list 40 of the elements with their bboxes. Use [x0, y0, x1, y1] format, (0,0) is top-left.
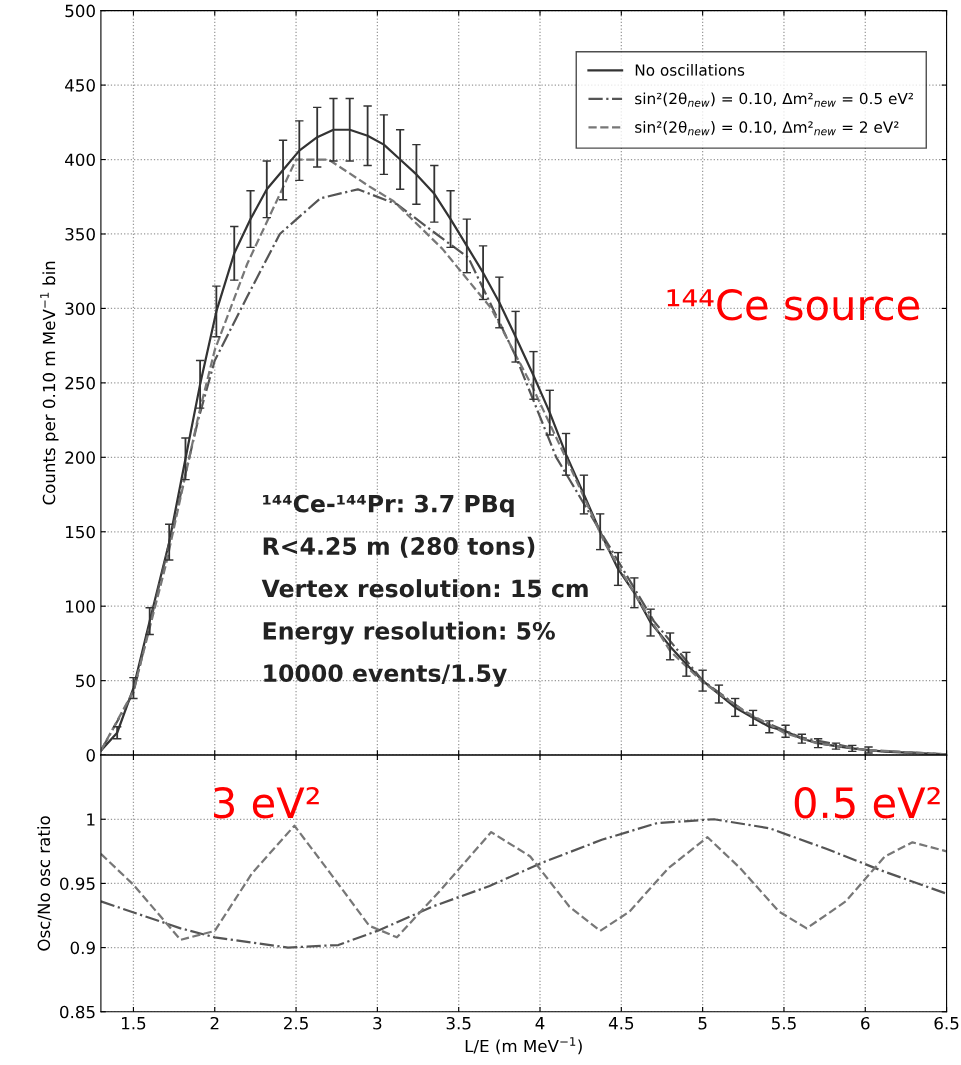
y-tick-label: 0.95	[60, 877, 95, 890]
y-tick-label: 350	[65, 227, 95, 241]
y-tick-label: 250	[65, 376, 95, 390]
x-tick-label: 5.5	[771, 1017, 796, 1030]
annotation: ¹⁴⁴Ce-¹⁴⁴Pr: 3.7 PBq	[263, 494, 514, 518]
y-tick-label: 1	[87, 813, 95, 826]
y-tick-label: 100	[66, 600, 95, 613]
x-tick-label: 2.5	[284, 1016, 308, 1030]
x-tick-label: 4	[535, 1017, 545, 1030]
x-tick-label: 3	[373, 1016, 382, 1030]
legend-label: sin²(2θ$_{new}$) = 0.10, Δm²$_{new}$ = 2 eV²	[635, 120, 899, 136]
annotation: R<4.25 m (280 tons)	[263, 536, 535, 558]
legend-label: No oscillations	[635, 64, 745, 76]
y-tick-label: 400	[65, 153, 95, 167]
x-axis-title: L/E (m MeV$^{−1}$)	[465, 1037, 582, 1055]
y-axis-title: Counts per 0.10 m MeV$^{−1}$ bin	[40, 261, 59, 505]
y-tick-label: 50	[76, 674, 95, 688]
annotation: 3 eV²	[214, 786, 319, 819]
x-tick-label: 5	[698, 1017, 707, 1030]
annotation: Vertex resolution: 15 cm	[261, 579, 588, 598]
y-tick-label: 0.85	[60, 1005, 95, 1019]
y-tick-label: 300	[65, 302, 95, 315]
annotation: Energy resolution: 5%	[263, 621, 555, 645]
y-tick-label: 0	[86, 749, 95, 762]
annotation: ¹⁴⁴Ce source	[667, 289, 919, 321]
y-tick-label: 150	[66, 525, 95, 539]
legend-label: sin²(2θ$_{new}$) = 0.10, Δm²$_{new}$ = 0.5 eV²	[635, 92, 914, 107]
x-tick-label: 6.5	[934, 1016, 959, 1030]
y-axis-title: Osc/No osc ratio	[37, 816, 52, 951]
x-tick-label: 6	[861, 1016, 870, 1030]
y-tick-label: 200	[65, 451, 95, 464]
y-tick-label: 450	[65, 79, 95, 92]
x-tick-label: 4.5	[608, 1017, 634, 1030]
x-tick-label: 2	[210, 1016, 219, 1030]
y-tick-label: 0.9	[70, 941, 95, 955]
annotation: 0.5 eV²	[794, 786, 940, 819]
x-tick-label: 3.5	[446, 1016, 471, 1030]
annotation: 10000 events/1.5y	[264, 664, 507, 687]
x-tick-label: 1.5	[122, 1017, 146, 1030]
y-tick-label: 500	[65, 4, 95, 18]
